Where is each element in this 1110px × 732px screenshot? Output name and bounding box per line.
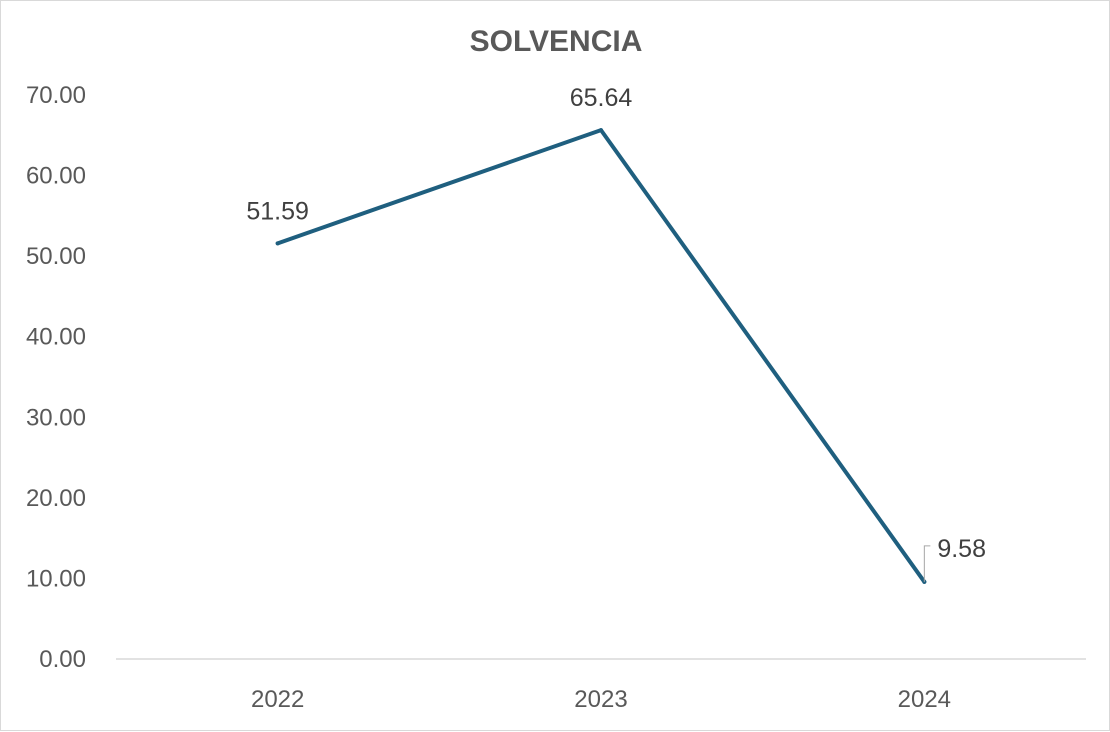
chart-title: SOLVENCIA: [470, 25, 643, 58]
data-point: [599, 128, 603, 133]
y-tick-label: 30.00: [26, 404, 86, 431]
y-tick-label: 50.00: [26, 243, 86, 270]
data-label: 9.58: [937, 535, 986, 563]
label-leader-line: [923, 545, 931, 582]
x-tick-label: 2022: [251, 686, 304, 713]
y-tick-label: 70.00: [26, 82, 86, 109]
y-tick-label: 60.00: [26, 163, 86, 190]
series-group: [275, 128, 927, 584]
y-tick-label: 40.00: [26, 324, 86, 351]
series-line: [275, 128, 927, 584]
data-label: 65.64: [570, 84, 633, 112]
x-tick-label: 2023: [574, 686, 627, 713]
y-axis-ticks: 0.00 10.00 20.00 30.00 40.00 50.00 60.00 70.00: [26, 82, 86, 673]
x-tick-label: 2024: [898, 686, 951, 713]
y-tick-label: 0.00: [39, 646, 86, 673]
data-label: 51.59: [246, 197, 309, 225]
data-labels: 51.59 65.64 9.58: [246, 84, 986, 582]
data-point: [275, 241, 280, 246]
y-tick-label: 10.00: [26, 565, 86, 592]
x-axis-ticks: 2022 2023 2024: [251, 686, 951, 713]
y-tick-label: 20.00: [26, 485, 86, 512]
